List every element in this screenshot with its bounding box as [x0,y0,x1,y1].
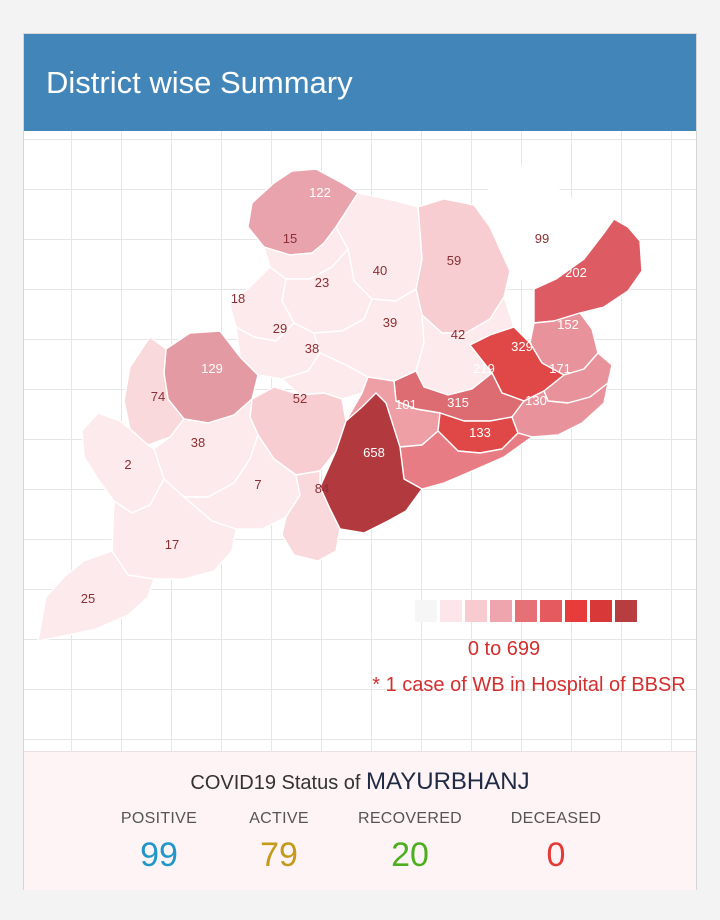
status-title: COVID19 Status of MAYURBHANJ [24,768,696,796]
legend-swatch [490,600,512,622]
legend-range-text: 0 to 699 [467,638,541,660]
district-region[interactable] [399,430,533,490]
stat-value: 0 [546,836,566,874]
odisha-map: 122 15 99 59 40 23 202 18 29 39 42 152 3… [24,131,696,751]
legend-swatch [415,600,437,622]
legend-swatch [615,600,637,622]
district-value-label: 18 [231,291,245,306]
district-value-label: 84 [315,481,329,496]
district-region[interactable] [281,470,341,562]
district-value-label: 38 [191,435,205,450]
district-value-label: 171 [549,361,571,376]
stat-value: 79 [260,836,298,874]
district-value-label: 101 [395,397,417,412]
district-value-label: 25 [81,591,95,606]
district-value-label: 7 [254,477,261,492]
status-district-name: MAYURBHANJ [366,768,530,795]
stat-recovered: RECOVERED 20 [340,810,480,875]
stat-label: POSITIVE [120,810,198,827]
legend-swatch [590,600,612,622]
district-value-label: 129 [201,361,223,376]
district-summary-card: District wise Summary [23,33,697,890]
district-value-label: 2 [124,457,131,472]
card-title: District wise Summary [24,34,696,131]
stat-value: 20 [391,836,429,874]
district-value-label: 202 [565,265,587,280]
district-map-svg: 122 15 99 59 40 23 202 18 29 39 42 152 3… [37,158,643,642]
district-value-label: 219 [473,361,495,376]
district-value-label: 39 [383,315,397,330]
district-value-label: 130 [525,393,547,408]
district-value-label: 99 [535,231,549,246]
legend-swatch [440,600,462,622]
district-value-label: 42 [451,327,465,342]
district-value-label: 329 [511,339,533,354]
district-value-label: 59 [447,253,461,268]
district-region[interactable] [37,550,155,642]
district-value-label: 40 [373,263,387,278]
stat-label: RECOVERED [357,810,463,827]
status-title-prefix: COVID19 Status of [190,772,361,794]
district-value-label: 15 [283,231,297,246]
district-value-label: 152 [557,317,579,332]
stat-active: ACTIVE 79 [209,810,349,875]
district-value-label: 122 [309,185,331,200]
district-value-label: 52 [293,391,307,406]
legend-note-text: * 1 case of WB in Hospital of BBSR [372,674,686,696]
stat-label: ACTIVE [249,810,309,827]
legend-swatch [515,600,537,622]
legend-swatch [465,600,487,622]
district-status-panel: COVID19 Status of MAYURBHANJ POSITIVE 99… [24,751,696,890]
district-value-label: 29 [273,321,287,336]
district-value-label: 133 [469,425,491,440]
district-value-label: 23 [315,275,329,290]
stat-value: 99 [140,836,178,874]
district-value-label: 74 [151,389,165,404]
district-value-label: 658 [363,445,385,460]
district-value-label: 17 [165,537,179,552]
legend-swatch [540,600,562,622]
legend-swatch [565,600,587,622]
color-scale-legend [415,600,637,622]
district-value-label: 38 [305,341,319,356]
district-value-label: 315 [447,395,469,410]
stat-positive: POSITIVE 99 [89,810,229,875]
stat-label: DECEASED [510,810,602,827]
stat-deceased: DECEASED 0 [486,810,626,875]
